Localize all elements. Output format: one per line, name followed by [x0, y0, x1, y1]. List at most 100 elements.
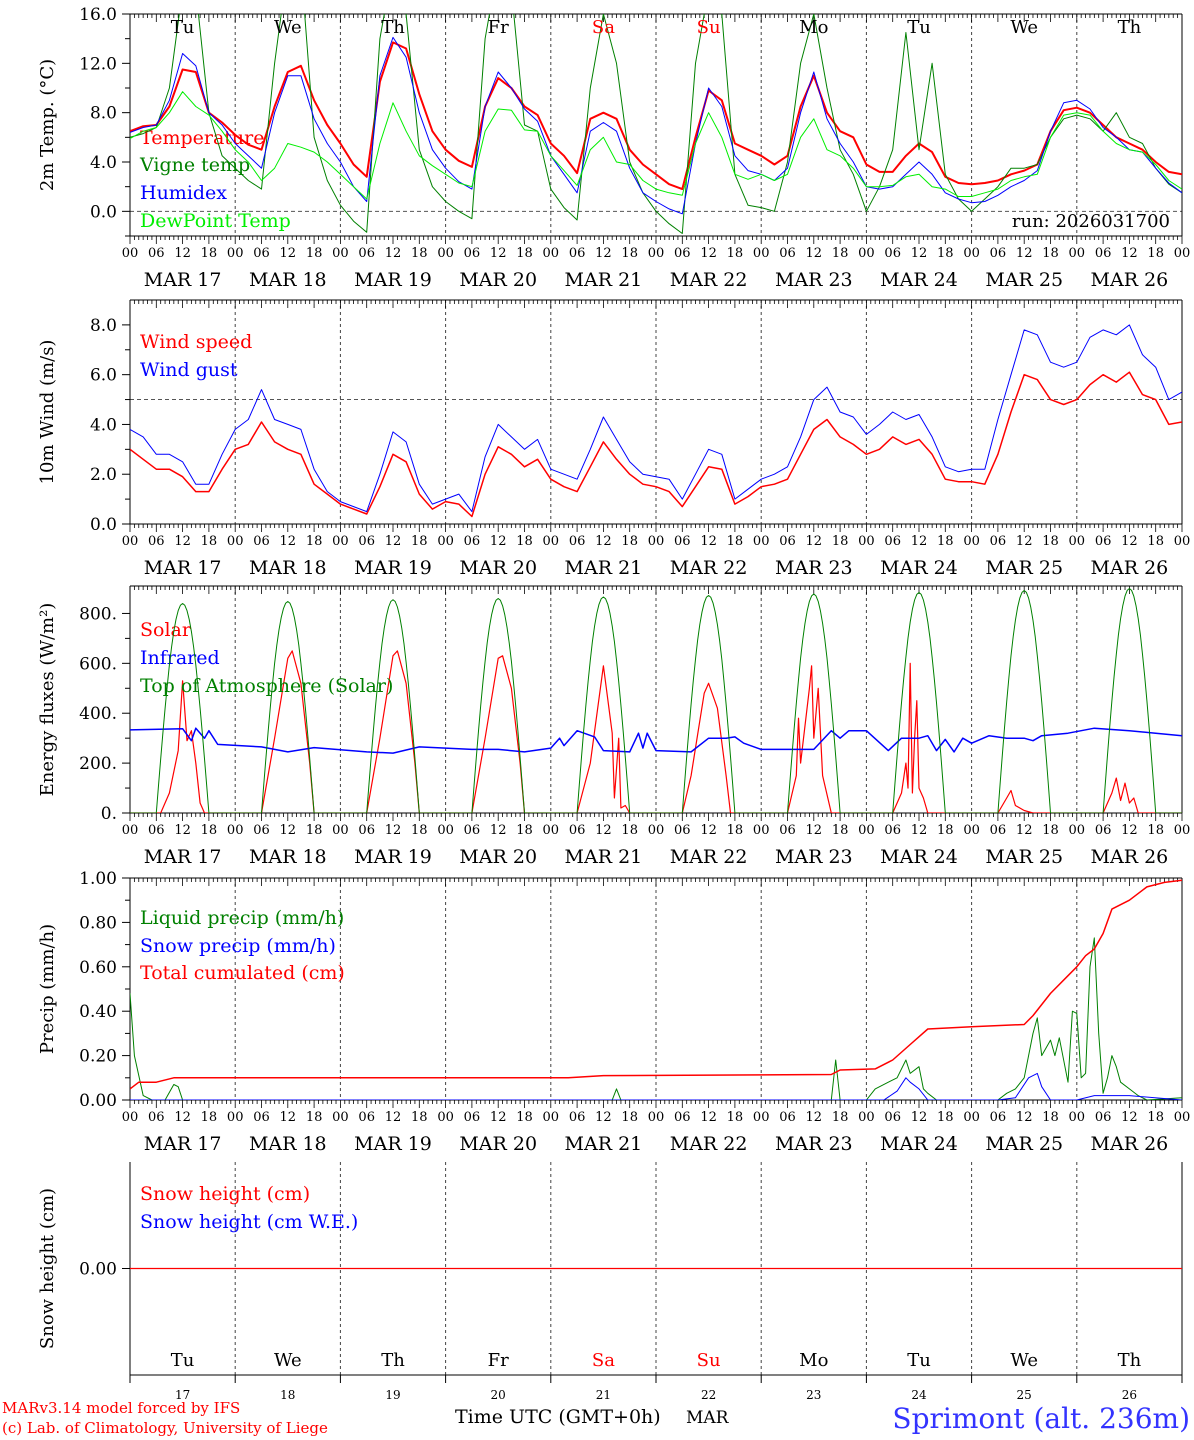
hour-tick-label: 12 — [806, 1110, 823, 1125]
hour-tick-label: 00 — [858, 246, 875, 261]
hour-tick-label: 00 — [648, 246, 665, 261]
date-label: MAR 20 — [459, 557, 537, 579]
date-label: MAR 17 — [144, 1133, 222, 1155]
hour-tick-label: 06 — [148, 823, 165, 838]
hour-tick-label: 00 — [963, 1110, 980, 1125]
date-label: MAR 21 — [565, 557, 643, 579]
hour-tick-label: 18 — [1042, 534, 1059, 549]
hour-tick-label: 12 — [911, 534, 928, 549]
date-label: MAR 26 — [1091, 846, 1169, 868]
hour-tick-label: 00 — [858, 534, 875, 549]
legend-entry: Infrared — [140, 647, 220, 669]
y-tick-label: 0. — [101, 804, 117, 824]
hour-tick-label: 00 — [122, 1110, 139, 1125]
hour-tick-label: 06 — [569, 246, 586, 261]
hour-tick-label: 12 — [700, 823, 717, 838]
day-name-top: Tu — [907, 17, 931, 38]
hour-tick-label: 06 — [1095, 246, 1112, 261]
hour-tick-label: 12 — [1016, 823, 1033, 838]
legend-entry: Top of Atmosphere (Solar) — [140, 675, 393, 697]
hour-tick-label: 00 — [332, 823, 349, 838]
series-line-liquid-precip-mm-h- — [130, 937, 1182, 1100]
legend-entry: Snow height (cm W.E.) — [140, 1211, 358, 1233]
hour-tick-label: 18 — [621, 246, 638, 261]
hour-tick-label: 18 — [727, 246, 744, 261]
hour-tick-label: 18 — [306, 246, 323, 261]
hour-tick-label: 06 — [148, 534, 165, 549]
run-label: run: 2026031700 — [1012, 211, 1170, 232]
date-label: MAR 18 — [249, 557, 327, 579]
hour-tick-label: 06 — [148, 246, 165, 261]
hour-tick-label: 12 — [911, 1110, 928, 1125]
panel-temp: 00 06 12 18 00 06 12 18 00 06 12 18 00 06 12 18 00 06 12 18… — [37, 5, 1191, 291]
hour-tick-label: 18 — [727, 1110, 744, 1125]
hour-tick-label: 18 — [201, 534, 218, 549]
hour-tick-label: 18 — [727, 823, 744, 838]
y-tick-label: 16.0 — [79, 5, 117, 25]
date-label: MAR 21 — [565, 269, 643, 291]
y-tick-label: 0.00 — [79, 1260, 117, 1280]
hour-tick-label: 00 — [1069, 534, 1086, 549]
legend-entry: Total cumulated (cm) — [140, 962, 345, 984]
hour-tick-label: 18 — [1147, 246, 1164, 261]
date-label: MAR 24 — [880, 1133, 958, 1155]
series-line-snow-precip-mm-h- — [130, 1072, 1182, 1100]
hour-tick-label: 18 — [201, 246, 218, 261]
hour-tick-label: 12 — [1016, 246, 1033, 261]
hour-tick-label: 18 — [1042, 246, 1059, 261]
hour-tick-label: 12 — [174, 1110, 191, 1125]
hour-tick-label: 06 — [253, 823, 270, 838]
hour-tick-label: 12 — [280, 246, 297, 261]
hour-tick-label: 12 — [280, 1110, 297, 1125]
hour-tick-label: 12 — [174, 823, 191, 838]
hour-tick-label: 18 — [516, 823, 533, 838]
date-label: MAR 23 — [775, 846, 853, 868]
y-tick-label: 0.00 — [79, 1091, 117, 1111]
date-label: MAR 17 — [144, 269, 222, 291]
hour-tick-label: 06 — [1095, 534, 1112, 549]
y-tick-label: 0.0 — [90, 202, 117, 222]
date-label: MAR 20 — [459, 1133, 537, 1155]
date-label: MAR 22 — [670, 557, 748, 579]
hour-tick-label: 18 — [516, 1110, 533, 1125]
y-tick-label: 0.20 — [79, 1047, 117, 1067]
y-tick-label: 6.0 — [90, 366, 117, 386]
hour-tick-label: 18 — [937, 246, 954, 261]
day-name-top: Su — [697, 17, 721, 38]
date-label: MAR 24 — [880, 557, 958, 579]
y-tick-label: 4.0 — [90, 153, 117, 173]
hour-tick-label: 06 — [990, 1110, 1007, 1125]
day-number: 21 — [596, 1388, 611, 1402]
hour-tick-label: 00 — [227, 1110, 244, 1125]
hour-tick-label: 00 — [858, 1110, 875, 1125]
hour-tick-label: 12 — [385, 246, 402, 261]
hour-tick-label: 12 — [595, 823, 612, 838]
hour-tick-label: 18 — [832, 1110, 849, 1125]
hour-tick-label: 12 — [1121, 246, 1138, 261]
date-label: MAR 17 — [144, 846, 222, 868]
hour-tick-label: 18 — [306, 823, 323, 838]
hour-tick-label: 06 — [464, 1110, 481, 1125]
hour-tick-label: 18 — [937, 534, 954, 549]
hour-tick-label: 12 — [174, 246, 191, 261]
hour-tick-label: 00 — [122, 534, 139, 549]
hour-tick-label: 12 — [1016, 534, 1033, 549]
day-name-bottom: Mo — [799, 1350, 828, 1371]
hour-tick-label: 06 — [990, 534, 1007, 549]
hour-tick-label: 18 — [621, 1110, 638, 1125]
day-name-bottom: Tu — [907, 1350, 931, 1371]
hour-tick-label: 12 — [806, 823, 823, 838]
hour-tick-label: 12 — [700, 534, 717, 549]
date-label: MAR 23 — [775, 269, 853, 291]
hour-tick-label: 00 — [1174, 246, 1191, 261]
y-tick-label: 0.0 — [90, 515, 117, 535]
hour-tick-label: 12 — [806, 246, 823, 261]
hour-tick-label: 06 — [148, 1110, 165, 1125]
date-label: MAR 23 — [775, 1133, 853, 1155]
hour-tick-label: 06 — [464, 246, 481, 261]
date-label: MAR 19 — [354, 269, 432, 291]
hour-tick-label: 06 — [253, 1110, 270, 1125]
hour-tick-label: 00 — [1069, 1110, 1086, 1125]
hour-tick-label: 06 — [674, 1110, 691, 1125]
hour-tick-label: 00 — [437, 823, 454, 838]
